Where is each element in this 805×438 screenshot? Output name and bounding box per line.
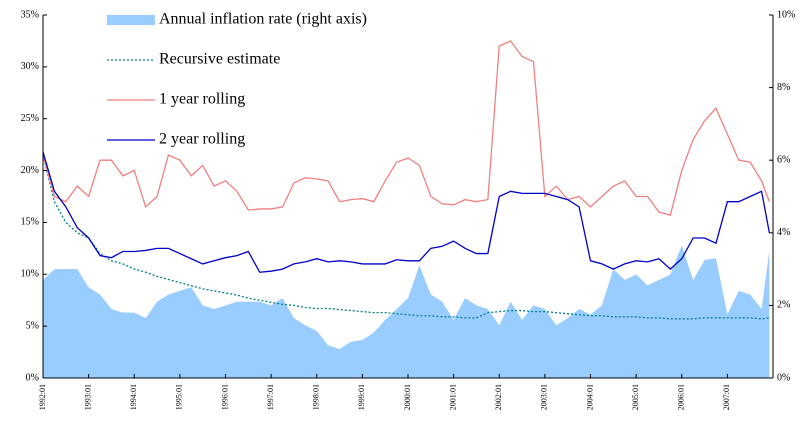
y2-tick-label: 0% (777, 372, 790, 383)
y2-tick-label: 2% (777, 300, 790, 311)
x-tick-label: 2005:01 (631, 384, 640, 410)
legend-label: 2 year rolling (159, 131, 245, 148)
x-tick-label: 1999:01 (357, 384, 366, 410)
x-tick-label: 1997:01 (266, 384, 275, 410)
y-tick-label: 10% (21, 269, 39, 280)
y-tick-label: 5% (26, 320, 39, 331)
y2-tick-label: 4% (777, 227, 790, 238)
series-line (42, 154, 770, 320)
x-tick-label: 1993:01 (83, 384, 92, 410)
legend-label: Recursive estimate (159, 51, 280, 68)
x-tick-label: 2007:01 (722, 384, 731, 410)
y-tick-label: 15% (21, 217, 39, 228)
x-tick-label: 2000:01 (403, 384, 412, 410)
y-tick-label: 30% (21, 61, 39, 72)
x-tick-label: 2003:01 (540, 384, 549, 410)
x-tick-label: 1994:01 (129, 384, 138, 410)
series-line (42, 40, 770, 216)
y-tick-label: 35% (21, 9, 39, 20)
x-tick-label: 2002:01 (494, 384, 503, 410)
y2-tick-label: 10% (777, 9, 795, 20)
y-tick-label: 0% (26, 372, 39, 383)
x-tick-label: 2001:01 (448, 384, 457, 410)
legend-label: 1 year rolling (159, 91, 245, 108)
y2-tick-label: 8% (777, 82, 790, 93)
x-tick-label: 1996:01 (220, 384, 229, 410)
x-tick-label: 2006:01 (677, 384, 686, 410)
inflation-area (43, 245, 770, 378)
x-tick-label: 1998:01 (312, 384, 321, 410)
x-tick-label: 1992:01 (38, 384, 47, 410)
y-tick-label: 20% (21, 165, 39, 176)
y-tick-label: 25% (21, 113, 39, 124)
series-line (42, 151, 770, 273)
y2-tick-label: 6% (777, 154, 790, 165)
legend-swatch (107, 15, 155, 25)
x-tick-label: 1995:01 (175, 384, 184, 410)
x-tick-label: 2004:01 (585, 384, 594, 410)
legend-label: Annual inflation rate (right axis) (159, 11, 367, 28)
